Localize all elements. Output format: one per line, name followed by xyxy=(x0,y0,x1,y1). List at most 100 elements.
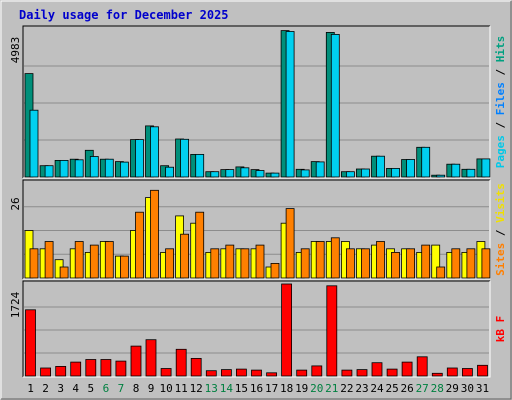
day-label-23: 23 xyxy=(355,382,368,395)
plot-border-bottom-right xyxy=(23,180,491,280)
day-label-25: 25 xyxy=(385,382,398,395)
day-label-16: 16 xyxy=(250,382,263,395)
bar-sites-day-19 xyxy=(300,248,310,279)
bar-kb-f-day-12 xyxy=(190,357,202,377)
bar-sites-day-6 xyxy=(104,241,114,279)
day-label-30: 30 xyxy=(461,382,474,395)
bar-sites-day-8 xyxy=(135,211,144,279)
bar-pages-day-31 xyxy=(481,158,491,178)
panel-visits-sites: 26 xyxy=(9,179,491,280)
bar-sites-day-18 xyxy=(285,208,295,279)
day-label-27: 27 xyxy=(416,382,429,395)
bar-sites-day-12 xyxy=(195,211,205,279)
bar-sites-day-4 xyxy=(74,241,84,279)
bar-pages-day-30 xyxy=(466,168,476,178)
day-label-31: 31 xyxy=(476,382,489,395)
panel-hits-files-pages: 4983 xyxy=(9,25,491,179)
day-label-3: 3 xyxy=(57,382,64,395)
day-label-6: 6 xyxy=(103,382,110,395)
plot-border-bottom-right xyxy=(23,26,491,179)
day-label-14: 14 xyxy=(220,382,234,395)
bar-pages-day-15 xyxy=(240,167,250,178)
bar-pages-day-2 xyxy=(44,165,54,178)
bar-pages-day-25 xyxy=(391,167,400,178)
day-label-7: 7 xyxy=(118,382,125,395)
day-label-11: 11 xyxy=(175,382,188,395)
bar-visits-day-28 xyxy=(431,244,441,279)
plot-border-top-left xyxy=(22,280,490,377)
bar-sites-day-10 xyxy=(165,248,175,279)
bar-kb-f-day-8 xyxy=(130,345,142,377)
y-max-label: 26 xyxy=(9,197,22,210)
bar-sites-day-3 xyxy=(59,266,69,279)
bar-pages-day-7 xyxy=(120,161,129,178)
bar-kb-f-day-28 xyxy=(431,372,443,377)
bar-sites-day-14 xyxy=(225,244,235,279)
bar-pages-day-21 xyxy=(330,34,340,178)
legend-kbytes: kB F xyxy=(494,316,507,343)
x-axis-day-labels: 1 2 3 4 5 6 7 8 9 10 11 12 13 14 15 16 17 18 19 20 21 22 23 24 2… xyxy=(27,382,489,395)
bar-kb-f-day-18 xyxy=(281,283,293,377)
bar-pages-day-18 xyxy=(285,31,295,178)
bar-kb-f-day-15 xyxy=(235,368,247,377)
bar-kb-f-day-29 xyxy=(446,367,458,377)
bar-sites-day-20 xyxy=(315,241,325,279)
bar-sites-day-7 xyxy=(120,255,129,279)
bar-pages-day-28 xyxy=(436,174,446,178)
bar-sites-day-17 xyxy=(270,262,280,279)
bar-kb-f-day-6 xyxy=(100,359,112,377)
bar-pages-day-22 xyxy=(345,171,355,178)
day-label-15: 15 xyxy=(235,382,248,395)
bar-kb-f-day-21 xyxy=(326,285,338,377)
legend-item-0: kB F xyxy=(494,316,507,343)
day-label-9: 9 xyxy=(148,382,155,395)
day-label-17: 17 xyxy=(265,382,278,395)
bar-sites-day-5 xyxy=(89,244,99,279)
bar-pages-day-8 xyxy=(135,139,144,178)
y-max-label: 1724 xyxy=(9,291,22,318)
bar-pages-day-3 xyxy=(59,159,69,178)
day-label-29: 29 xyxy=(446,382,459,395)
legend-item-1: / xyxy=(494,115,507,135)
bar-pages-day-14 xyxy=(225,169,235,178)
day-label-18: 18 xyxy=(280,382,293,395)
bar-kb-f-day-5 xyxy=(85,359,97,377)
bar-sites-day-13 xyxy=(210,248,220,279)
bar-sites-day-1 xyxy=(29,248,39,279)
bar-sites-day-23 xyxy=(360,248,370,279)
bar-kb-f-day-16 xyxy=(251,369,262,377)
bar-kb-f-day-23 xyxy=(356,369,368,377)
plot-border-top-left xyxy=(22,179,490,279)
bar-sites-day-27 xyxy=(421,244,431,279)
plot-border-top-left xyxy=(22,25,490,178)
bar-kb-f-day-25 xyxy=(386,368,398,377)
bar-kb-f-day-31 xyxy=(477,364,488,377)
bar-kb-f-day-7 xyxy=(115,360,127,377)
day-label-13: 13 xyxy=(205,382,218,395)
bar-sites-day-2 xyxy=(44,241,54,279)
day-label-2: 2 xyxy=(42,382,49,395)
bar-kb-f-day-30 xyxy=(461,368,473,377)
day-label-1: 1 xyxy=(27,382,34,395)
bar-kb-f-day-10 xyxy=(160,368,172,377)
legend-item-4: Hits xyxy=(494,36,507,63)
legend-hits-files-pages: Pages / Files / Hits xyxy=(494,36,507,169)
bar-pages-day-24 xyxy=(376,155,385,178)
legends: Pages / Files / Hits Sites / Visits kB F xyxy=(494,36,507,343)
bar-sites-day-30 xyxy=(466,248,476,279)
bar-kb-f-day-11 xyxy=(175,348,187,377)
plot-border-bottom-right xyxy=(23,281,491,378)
bar-pages-day-26 xyxy=(406,159,416,178)
bar-sites-day-11 xyxy=(180,233,190,279)
bar-pages-day-29 xyxy=(451,163,461,178)
bar-pages-day-1 xyxy=(29,109,39,178)
bar-pages-day-20 xyxy=(315,161,325,178)
bar-kb-f-day-26 xyxy=(401,361,413,377)
bar-kb-f-day-17 xyxy=(266,372,278,377)
day-label-22: 22 xyxy=(340,382,353,395)
bar-pages-day-11 xyxy=(180,138,190,178)
bar-kb-f-day-22 xyxy=(341,369,353,377)
bar-sites-day-24 xyxy=(376,241,385,279)
